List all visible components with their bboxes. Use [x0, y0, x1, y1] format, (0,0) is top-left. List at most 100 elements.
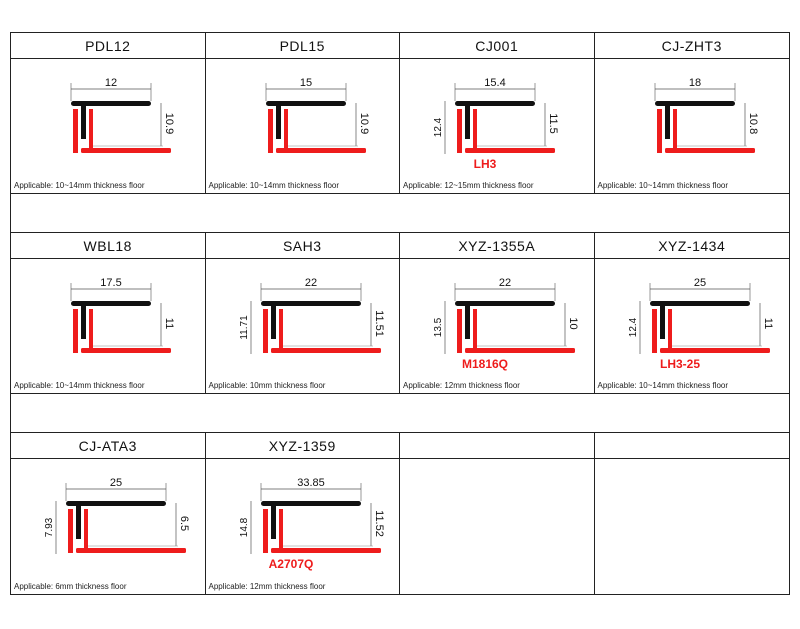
profile-drawing: 18 10.8 — [654, 77, 759, 153]
profile-drawing: 33.85 11.52 14.8 A2707Q — [239, 477, 385, 571]
empty-header-cell — [594, 433, 789, 459]
applicable-text: Applicable: 10mm thickness floor — [208, 381, 326, 390]
red-wall — [262, 509, 268, 553]
product-name: CJ-ATA3 — [11, 433, 206, 459]
black-cap — [455, 301, 555, 306]
product-cell: Applicable: 10~14mm thickness floor 15 10.… — [205, 59, 400, 194]
product-cell: Applicable: 12mm thickness floor 33.85 11.… — [206, 459, 400, 594]
black-stem — [81, 304, 86, 339]
red-base-flange — [664, 148, 755, 153]
product-name: PDL12 — [11, 33, 206, 59]
left-height-label: 13.5 — [433, 317, 444, 337]
red-wall — [473, 309, 477, 353]
red-wall — [672, 109, 677, 153]
height-label: 11 — [762, 318, 774, 329]
product-cell: Applicable: 10mm thickness floor 22 11.51 1… — [205, 259, 400, 394]
model-code: LH3 — [474, 157, 497, 171]
height-label: 10.9 — [163, 113, 175, 134]
profile-drawing: 25 11 12.4 LH3-25 — [628, 277, 774, 371]
product-cell: Applicable: 12~15mm thickness floor 15.4 1… — [400, 59, 595, 194]
width-label: 15 — [299, 77, 311, 89]
black-stem — [76, 504, 81, 539]
black-stem — [81, 104, 86, 139]
black-stem — [664, 104, 670, 139]
product-cell: Applicable: 10~14mm thickness floor 18 10.… — [594, 59, 789, 194]
red-base-flange — [465, 348, 575, 353]
width-label: 25 — [693, 277, 705, 289]
red-wall — [89, 309, 93, 353]
black-stem — [270, 304, 276, 339]
height-label: 10.8 — [747, 113, 759, 134]
left-height-label: 12.4 — [433, 117, 444, 137]
model-code: LH3-25 — [659, 357, 699, 371]
black-stem — [659, 304, 665, 339]
empty-header-cell — [400, 433, 595, 459]
red-base-flange — [81, 348, 171, 353]
applicable-text: Applicable: 12mm thickness floor — [208, 582, 326, 591]
red-wall — [262, 309, 268, 353]
width-label: 18 — [688, 77, 700, 89]
red-wall — [656, 109, 662, 153]
height-label: 6.5 — [178, 516, 190, 531]
red-wall — [651, 309, 657, 353]
red-wall — [89, 109, 93, 153]
red-wall — [457, 109, 462, 153]
red-wall — [473, 109, 477, 153]
left-height-label: 11.71 — [239, 315, 250, 340]
black-cap — [66, 501, 166, 506]
red-wall — [267, 109, 273, 153]
black-stem — [270, 504, 276, 539]
width-label: 25 — [110, 477, 122, 489]
applicable-text: Applicable: 12mm thickness floor — [403, 381, 520, 390]
applicable-text: Applicable: 10~14mm thickness floor — [14, 181, 145, 190]
red-base-flange — [81, 148, 171, 153]
black-cap — [260, 501, 361, 506]
red-base-flange — [275, 148, 366, 153]
left-height-label: 12.4 — [628, 317, 639, 337]
height-label: 10.9 — [358, 113, 370, 134]
red-wall — [68, 509, 73, 553]
header-row: WBL18 SAH3 XYZ-1355A XYZ-1434 — [11, 233, 789, 259]
image-row: Applicable: 10~14mm thickness floor 17.5 1… — [11, 259, 789, 394]
width-label: 22 — [304, 277, 316, 289]
profile-drawing: 17.5 11 — [70, 277, 175, 353]
black-cap — [71, 301, 151, 306]
model-code: M1816Q — [462, 357, 508, 371]
product-name: CJ001 — [400, 33, 595, 59]
red-wall — [667, 309, 672, 353]
height-label: 11.51 — [373, 310, 385, 337]
red-wall — [84, 509, 88, 553]
image-row: Applicable: 10~14mm thickness floor 12 10.… — [11, 59, 789, 194]
profile-drawing: 22 10 13.5 M1816Q — [433, 277, 579, 371]
black-stem — [465, 104, 470, 139]
product-cell: Applicable: 10~14mm thickness floor 12 10.… — [11, 59, 206, 194]
red-base-flange — [270, 348, 381, 353]
product-cell: Applicable: 12mm thickness floor 22 10 13.5… — [400, 259, 595, 394]
height-label: 10 — [567, 317, 579, 329]
product-cell: Applicable: 6mm thickness floor 25 6.5 7.93 — [11, 459, 206, 594]
spacer-row — [11, 394, 789, 433]
applicable-text: Applicable: 10~14mm thickness floor — [597, 181, 729, 190]
black-cap — [71, 101, 151, 106]
empty-cell — [595, 459, 790, 594]
applicable-text: Applicable: 6mm thickness floor — [14, 582, 127, 591]
black-cap — [455, 101, 535, 106]
applicable-text: Applicable: 12~15mm thickness floor — [403, 181, 534, 190]
profile-drawing: 12 10.9 — [70, 77, 175, 153]
spacer-row — [11, 194, 789, 233]
profile-drawing: 15.4 11.5 12.4 LH3 — [433, 77, 559, 171]
product-cell: Applicable: 10~14mm thickness floor 17.5 1… — [11, 259, 206, 394]
height-label: 11 — [163, 318, 175, 329]
product-name: WBL18 — [11, 233, 206, 259]
profile-drawing: 22 11.51 11.71 — [239, 277, 385, 354]
red-wall — [73, 109, 78, 153]
product-name: XYZ-1359 — [205, 433, 400, 459]
width-label: 17.5 — [100, 277, 121, 289]
red-wall — [73, 309, 78, 353]
red-base-flange — [270, 548, 381, 553]
black-cap — [649, 301, 750, 306]
model-code: A2707Q — [268, 557, 313, 571]
product-table: PDL12 PDL15 CJ001 CJ-ZHT3 Applicable: 10~14m… — [10, 32, 790, 595]
red-wall — [283, 109, 288, 153]
product-name: PDL15 — [205, 33, 400, 59]
